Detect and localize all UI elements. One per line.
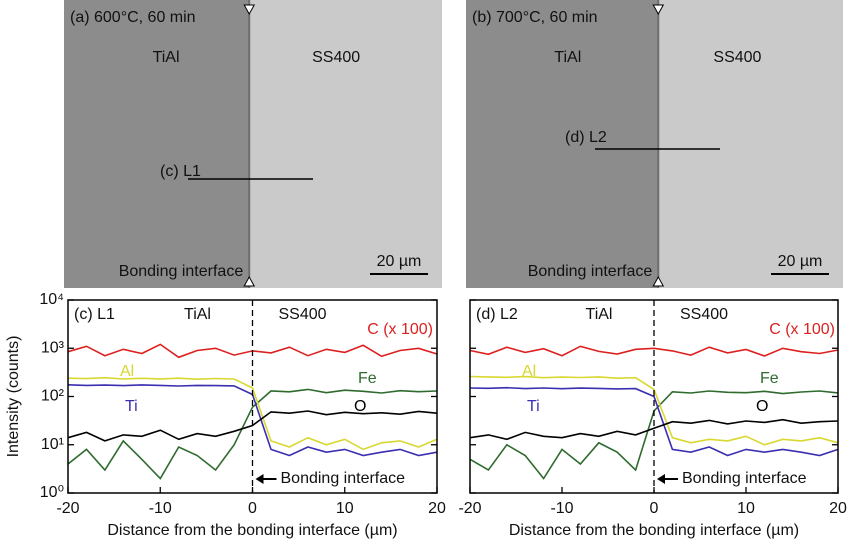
steel-region (658, 0, 843, 288)
series-label: Al (522, 363, 536, 380)
tial-region (466, 0, 659, 288)
x-axis-label: Distance from the bonding interface (µm) (509, 522, 799, 539)
panel-label: (b) 700°C, 60 min (472, 9, 598, 26)
x-tick-label: 0 (650, 500, 659, 517)
marker (243, 4, 256, 16)
series-line (67, 376, 438, 451)
y-tick-label: 10² (41, 388, 65, 405)
x-axis-label: Distance from the bonding interface (µm) (107, 522, 397, 539)
series-label: Ti (125, 398, 138, 415)
tial-region (64, 0, 250, 288)
region-label: SS400 (278, 306, 326, 323)
panel-label: (c) L1 (74, 306, 115, 323)
scan-line-label: (c) L1 (160, 163, 201, 180)
scale-bar-label: 20 µm (778, 253, 823, 270)
steel-region (249, 0, 442, 288)
y-tick-label: 10³ (41, 339, 65, 356)
scale-bar-label: 20 µm (377, 253, 422, 270)
y-tick-label: 10¹ (41, 436, 64, 453)
series-label: Ti (527, 398, 540, 415)
arrow-head (255, 474, 264, 484)
marker (652, 275, 665, 287)
series-line (67, 388, 438, 480)
interface-label: Bonding interface (528, 263, 653, 280)
phase-label: SS400 (312, 49, 360, 66)
region-label: SS400 (680, 306, 728, 323)
x-tick-label: 20 (428, 500, 446, 517)
y-tick-label: 10⁰ (40, 484, 64, 501)
series-label: Fe (358, 370, 377, 387)
interface-label: Bonding interface (119, 263, 244, 280)
x-tick-label: 20 (829, 500, 847, 517)
x-tick-label: -20 (56, 500, 79, 517)
series-line (469, 418, 839, 441)
region-label: TiAl (586, 306, 613, 323)
x-tick-label: -10 (149, 500, 172, 517)
series-label: C (x 100) (367, 321, 433, 338)
y-axis-label: Intensity (counts) (5, 336, 22, 458)
panel-label: (a) 600°C, 60 min (70, 9, 196, 26)
series-line (469, 345, 839, 357)
x-tick-label: 10 (336, 500, 354, 517)
marker (243, 275, 256, 287)
series-line (469, 386, 839, 457)
series-line (469, 375, 839, 446)
region-label: TiAl (184, 306, 211, 323)
series-label: Al (120, 363, 134, 380)
phase-label: TiAl (554, 49, 581, 66)
arrow-head (657, 474, 665, 484)
series-label: Fe (760, 370, 779, 387)
interface-label: Bonding interface (682, 470, 807, 487)
marker (652, 4, 665, 16)
series-label: C (x 100) (769, 321, 835, 338)
x-tick-label: 0 (248, 500, 257, 517)
panel-label: (d) L2 (476, 306, 518, 323)
x-tick-label: -20 (458, 500, 481, 517)
phase-label: SS400 (713, 49, 761, 66)
series-label: O (756, 398, 768, 415)
y-tick-label: 10⁴ (39, 291, 64, 308)
phase-label: TiAl (153, 49, 180, 66)
interface-label: Bonding interface (281, 470, 406, 487)
scan-line-label: (d) L2 (565, 129, 607, 146)
series-label: O (354, 398, 366, 415)
x-tick-label: -10 (550, 500, 573, 517)
x-tick-label: 10 (737, 500, 755, 517)
